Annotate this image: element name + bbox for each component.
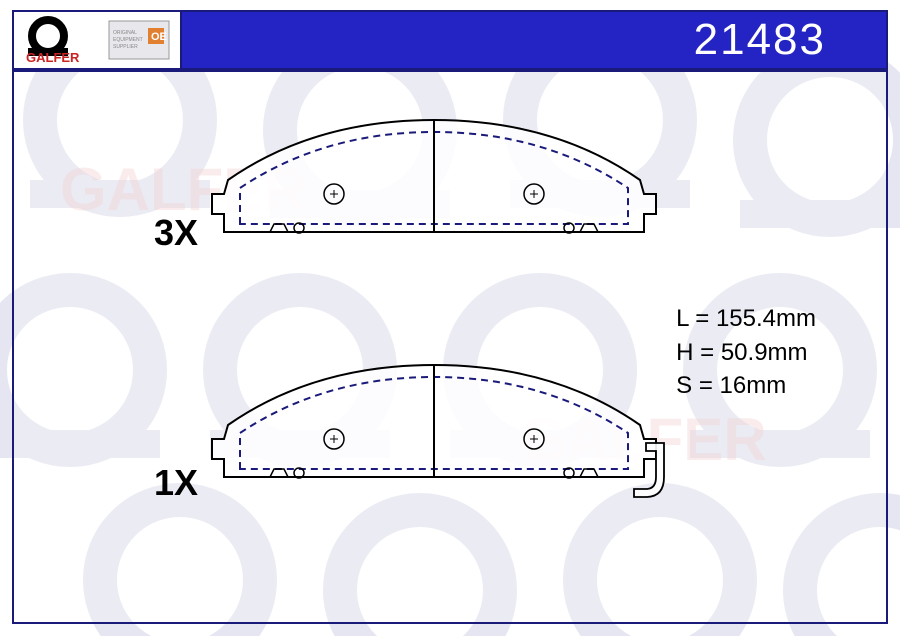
dim-S: S = 16mm	[676, 369, 816, 403]
dim-L: L = 155.4mm	[676, 302, 816, 336]
dimensions-block: L = 155.4mm H = 50.9mm S = 16mm	[676, 302, 816, 403]
qty-label-bottom: 1X	[154, 462, 198, 504]
diagram-frame: 3X 1X L = 155.4mm H = 50.9mm S = 16mm	[12, 70, 888, 624]
svg-text:ORIGINAL: ORIGINAL	[113, 30, 137, 36]
oe-badge: OE ORIGINAL EQUIPMENT SUPPLIER	[108, 20, 170, 60]
part-number-box: 21483	[182, 12, 886, 68]
drawing-area: 3X 1X L = 155.4mm H = 50.9mm S = 16mm	[14, 72, 886, 622]
part-number: 21483	[694, 15, 826, 65]
brand-logo-box: GALFER OE ORIGINAL EQUIPMENT SUPPLIER	[14, 12, 182, 68]
svg-text:SUPPLIER: SUPPLIER	[113, 44, 138, 50]
qty-label-top: 3X	[154, 212, 198, 254]
brake-pad-bottom	[194, 347, 674, 547]
brake-pad-top	[194, 102, 674, 282]
dim-H: H = 50.9mm	[676, 336, 816, 370]
header-bar: GALFER OE ORIGINAL EQUIPMENT SUPPLIER 21…	[12, 10, 888, 70]
svg-text:OE: OE	[151, 31, 167, 43]
brand-text: GALFER	[26, 50, 80, 64]
galfer-logo: GALFER	[24, 16, 102, 64]
svg-text:EQUIPMENT: EQUIPMENT	[113, 37, 143, 43]
